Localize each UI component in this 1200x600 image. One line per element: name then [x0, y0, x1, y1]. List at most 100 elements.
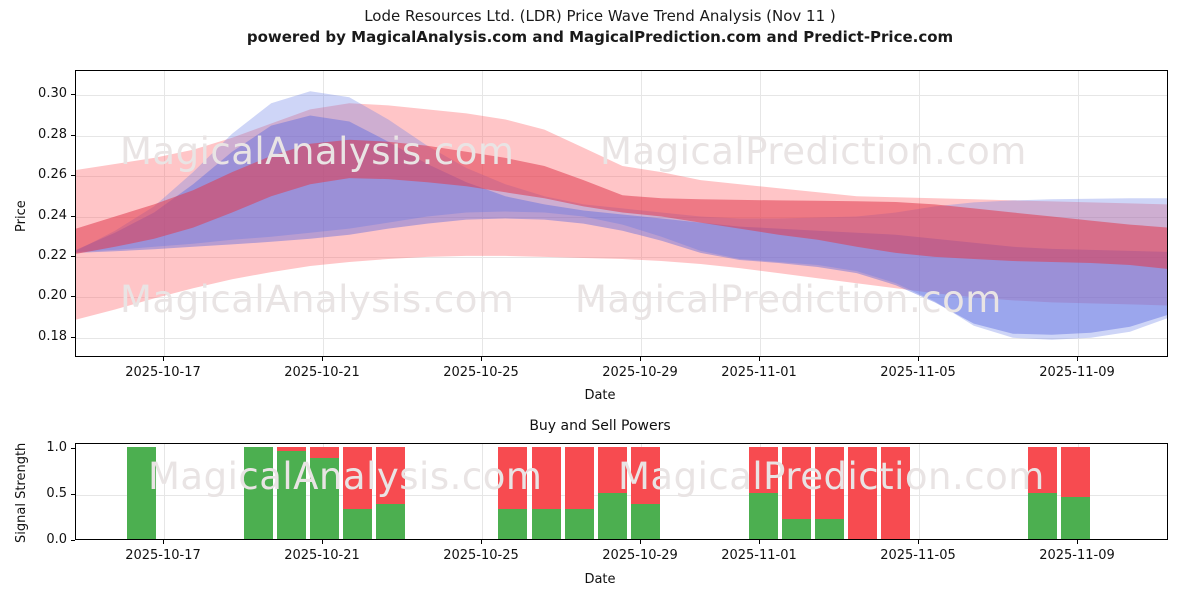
signal-bar[interactable]: [1061, 446, 1090, 539]
powers-chart-panel: [75, 443, 1168, 540]
price-ytick-label: 0.24: [38, 207, 67, 223]
price-plot-area: [76, 71, 1167, 356]
price-gridline-h: [76, 135, 1167, 137]
buy-power-segment: [1061, 497, 1090, 539]
signal-bar[interactable]: [376, 446, 405, 539]
powers-xaxis-label: Date: [584, 572, 616, 587]
buy-power-segment: [343, 508, 372, 539]
price-ytick-mark: [71, 255, 75, 257]
price-gridline-h: [76, 297, 1167, 299]
signal-bar[interactable]: [532, 446, 561, 539]
sell-power-segment: [749, 446, 778, 493]
powers-xtick-mark: [640, 540, 641, 544]
signal-bar[interactable]: [498, 446, 527, 539]
signal-bar[interactable]: [782, 446, 811, 539]
buy-power-segment: [277, 451, 306, 539]
price-xtick-label: 2025-10-17: [125, 365, 201, 380]
price-xaxis-label: Date: [584, 388, 616, 403]
price-ytick-mark: [71, 134, 75, 136]
signal-bar[interactable]: [565, 446, 594, 539]
price-gridline-h: [76, 337, 1167, 339]
price-ytick-label: 0.30: [38, 86, 67, 102]
buy-power-segment: [565, 508, 594, 539]
sell-power-segment: [277, 446, 306, 452]
signal-bar[interactable]: [1028, 446, 1057, 539]
chart-title-block: Lode Resources Ltd. (LDR) Price Wave Tre…: [0, 6, 1200, 48]
price-gridline-v: [323, 71, 324, 356]
signal-bar[interactable]: [277, 446, 306, 539]
price-band-group: [76, 91, 1167, 340]
signal-bar[interactable]: [127, 446, 156, 539]
price-gridline-h: [76, 176, 1167, 178]
price-xtick-mark: [759, 357, 760, 361]
price-chart-panel: [75, 70, 1168, 357]
price-xtick-label: 2025-10-29: [602, 365, 678, 380]
signal-bar[interactable]: [244, 446, 273, 539]
powers-xtick-label: 2025-10-29: [602, 548, 678, 563]
buy-power-segment: [532, 508, 561, 539]
buy-power-segment: [749, 492, 778, 539]
powers-xtick-mark: [1077, 540, 1078, 544]
price-ytick-label: 0.28: [38, 126, 67, 142]
sell-power-segment: [1061, 446, 1090, 498]
price-gridline-h: [76, 95, 1167, 97]
sell-power-segment: [310, 446, 339, 458]
powers-ytick-mark: [71, 447, 75, 449]
signal-bar[interactable]: [310, 446, 339, 539]
signal-bar[interactable]: [815, 446, 844, 539]
buy-power-segment: [498, 508, 527, 539]
powers-xtick-mark: [322, 540, 323, 544]
sell-power-segment: [532, 446, 561, 509]
price-xtick-label: 2025-11-09: [1039, 365, 1115, 380]
powers-xtick-mark: [759, 540, 760, 544]
sell-power-segment: [376, 446, 405, 504]
signal-bar[interactable]: [881, 446, 910, 539]
powers-ytick-label: 0.5: [46, 485, 67, 501]
signal-bar[interactable]: [848, 446, 877, 539]
powers-xtick-mark: [481, 540, 482, 544]
sell-power-segment: [848, 446, 877, 539]
price-xtick-label: 2025-10-25: [443, 365, 519, 380]
powers-plot-area: [76, 444, 1167, 539]
price-xtick-mark: [1077, 357, 1078, 361]
signal-bar[interactable]: [749, 446, 778, 539]
powers-xtick-label: 2025-11-05: [880, 548, 956, 563]
buy-power-segment: [1028, 492, 1057, 539]
powers-chart-title: Buy and Sell Powers: [529, 418, 671, 434]
powers-xtick-label: 2025-10-17: [125, 548, 201, 563]
powers-gridline-v: [164, 444, 165, 539]
price-xtick-mark: [481, 357, 482, 361]
page-title: Lode Resources Ltd. (LDR) Price Wave Tre…: [364, 7, 836, 25]
price-xtick-mark: [322, 357, 323, 361]
red-inner-band: [76, 139, 1167, 269]
powers-xtick-label: 2025-10-21: [284, 548, 360, 563]
price-xtick-mark: [918, 357, 919, 361]
signal-bar[interactable]: [631, 446, 660, 539]
price-gridline-h: [76, 216, 1167, 218]
sell-power-segment: [565, 446, 594, 509]
sell-power-segment: [598, 446, 627, 493]
powers-ytick-mark: [71, 540, 75, 541]
buy-power-segment: [631, 503, 660, 539]
buy-power-segment: [127, 446, 156, 539]
price-ytick-label: 0.20: [38, 288, 67, 304]
sell-power-segment: [782, 446, 811, 519]
sell-power-segment: [815, 446, 844, 519]
price-gridline-v: [482, 71, 483, 356]
buy-power-segment: [782, 518, 811, 539]
page-subtitle: powered by MagicalAnalysis.com and Magic…: [246, 28, 954, 46]
signal-bar[interactable]: [598, 446, 627, 539]
powers-xtick-label: 2025-10-25: [443, 548, 519, 563]
price-ytick-label: 0.18: [38, 328, 67, 344]
buy-power-segment: [310, 457, 339, 539]
price-ytick-mark: [71, 296, 75, 298]
powers-xtick-label: 2025-11-01: [721, 548, 797, 563]
signal-bar[interactable]: [343, 446, 372, 539]
sell-power-segment: [881, 446, 910, 539]
price-xtick-mark: [640, 357, 641, 361]
price-xtick-label: 2025-11-05: [880, 365, 956, 380]
price-gridline-h: [76, 256, 1167, 258]
powers-ytick-mark: [71, 493, 75, 495]
powers-gridline-v: [919, 444, 920, 539]
sell-power-segment: [498, 446, 527, 509]
